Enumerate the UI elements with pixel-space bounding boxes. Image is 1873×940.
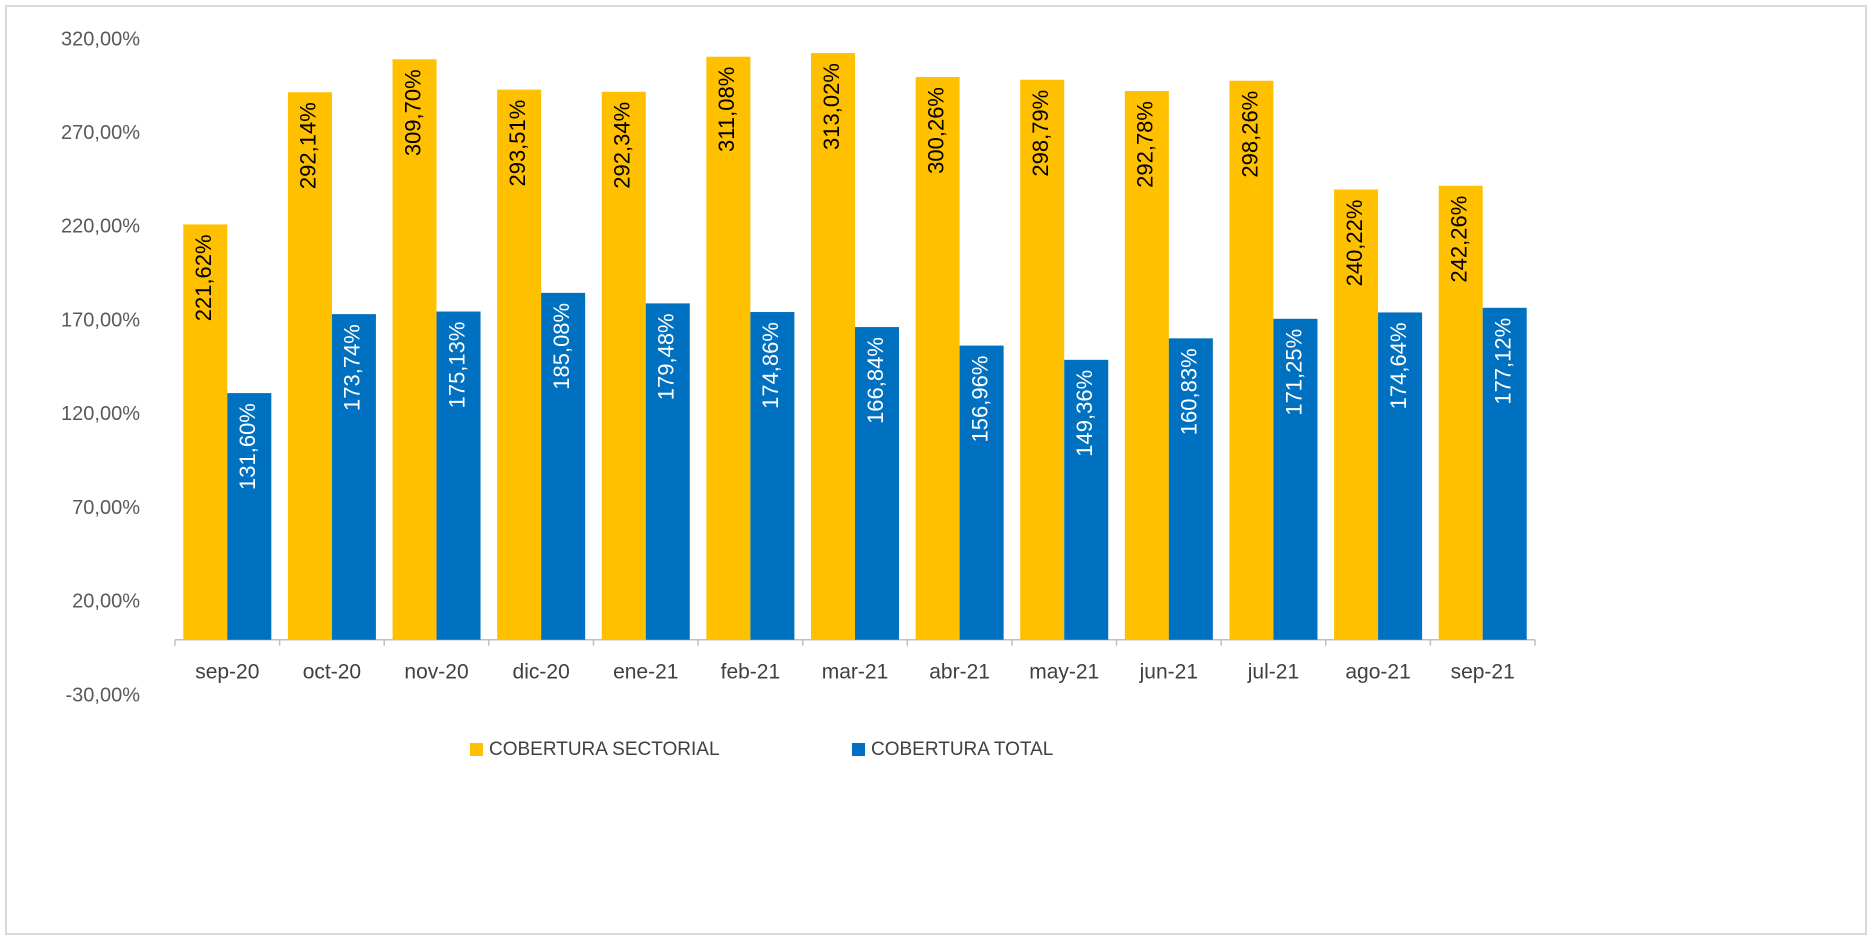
y-tick-label: 120,00% [61,403,140,425]
y-tick-label: -30,00% [66,684,141,706]
bar [1124,91,1169,640]
value-label: 298,79% [1028,90,1053,177]
value-label: 221,62% [191,234,216,321]
bar [436,311,481,640]
x-tick-label: dic-20 [513,661,570,684]
x-tick-label: oct-20 [303,661,361,684]
bar [855,327,899,640]
value-label: 174,64% [1386,322,1411,409]
x-tick-label: sep-21 [1451,661,1515,684]
bar [1229,80,1274,640]
y-tick-label: 70,00% [72,497,140,519]
bar [227,393,272,640]
value-label: 173,74% [340,324,365,411]
value-label: 311,08% [714,67,739,152]
chart-frame [5,5,1867,935]
value-label: 131,60% [235,403,260,490]
x-tick-label: jul-21 [1247,661,1299,684]
bar [915,76,960,640]
bar [287,92,332,640]
value-label: 300,26% [923,87,948,174]
x-tick-label: ago-21 [1345,661,1410,684]
bar [1438,185,1483,640]
bar [1020,79,1065,640]
bar [959,345,1004,640]
bar [1168,338,1213,640]
value-label: 149,36% [1072,370,1097,457]
bar [183,224,228,640]
y-tick-label: 220,00% [61,216,140,238]
value-label: 166,84% [863,337,888,424]
bar [331,314,376,640]
bar [541,292,586,640]
bar [1273,318,1318,640]
x-tick-label: jun-21 [1139,661,1198,684]
bar [811,53,855,640]
y-tick-label: 270,00% [61,122,140,144]
value-label: 292,34% [610,102,635,189]
value-label: 298,26% [1237,91,1262,178]
x-tick-label: may-21 [1029,661,1099,684]
value-label: 292,14% [296,102,321,189]
x-tick-label: feb-21 [721,661,781,684]
x-tick-label: sep-20 [195,661,259,684]
bar [601,91,646,640]
bar [1482,307,1527,640]
bar [706,56,751,640]
x-tick-label: ene-21 [613,661,678,684]
value-label: 240,22% [1342,200,1367,287]
bar [497,89,542,640]
x-tick-label: nov-20 [404,661,468,684]
value-label: 160,83% [1177,348,1202,435]
bar [750,312,795,640]
value-label: 174,86% [758,322,783,409]
y-tick-label: 20,00% [72,591,140,613]
value-label: 156,96% [967,356,992,443]
bar [392,59,437,640]
legend-label: COBERTURA TOTAL [871,739,1053,760]
x-tick-label: abr-21 [929,661,990,684]
legend-label: COBERTURA SECTORIAL [489,739,720,760]
bar [1064,359,1109,640]
value-label: 171,25% [1281,329,1306,416]
value-label: 242,26% [1447,196,1472,283]
value-label: 292,78% [1133,101,1158,188]
value-label: 293,51% [505,100,530,187]
value-label: 185,08% [549,303,574,390]
bar [1378,312,1423,640]
value-label: 177,12% [1491,318,1516,405]
bar [1334,189,1379,640]
value-label: 313,02% [819,63,844,150]
x-tick-label: mar-21 [822,661,889,684]
value-label: 179,48% [654,313,679,400]
legend-swatch [470,743,483,756]
y-tick-label: 320,00% [61,28,140,50]
value-label: 175,13% [444,322,469,409]
value-label: 309,70% [400,69,425,156]
y-tick-label: 170,00% [61,309,140,331]
bar [645,303,690,640]
legend-swatch [852,743,865,756]
